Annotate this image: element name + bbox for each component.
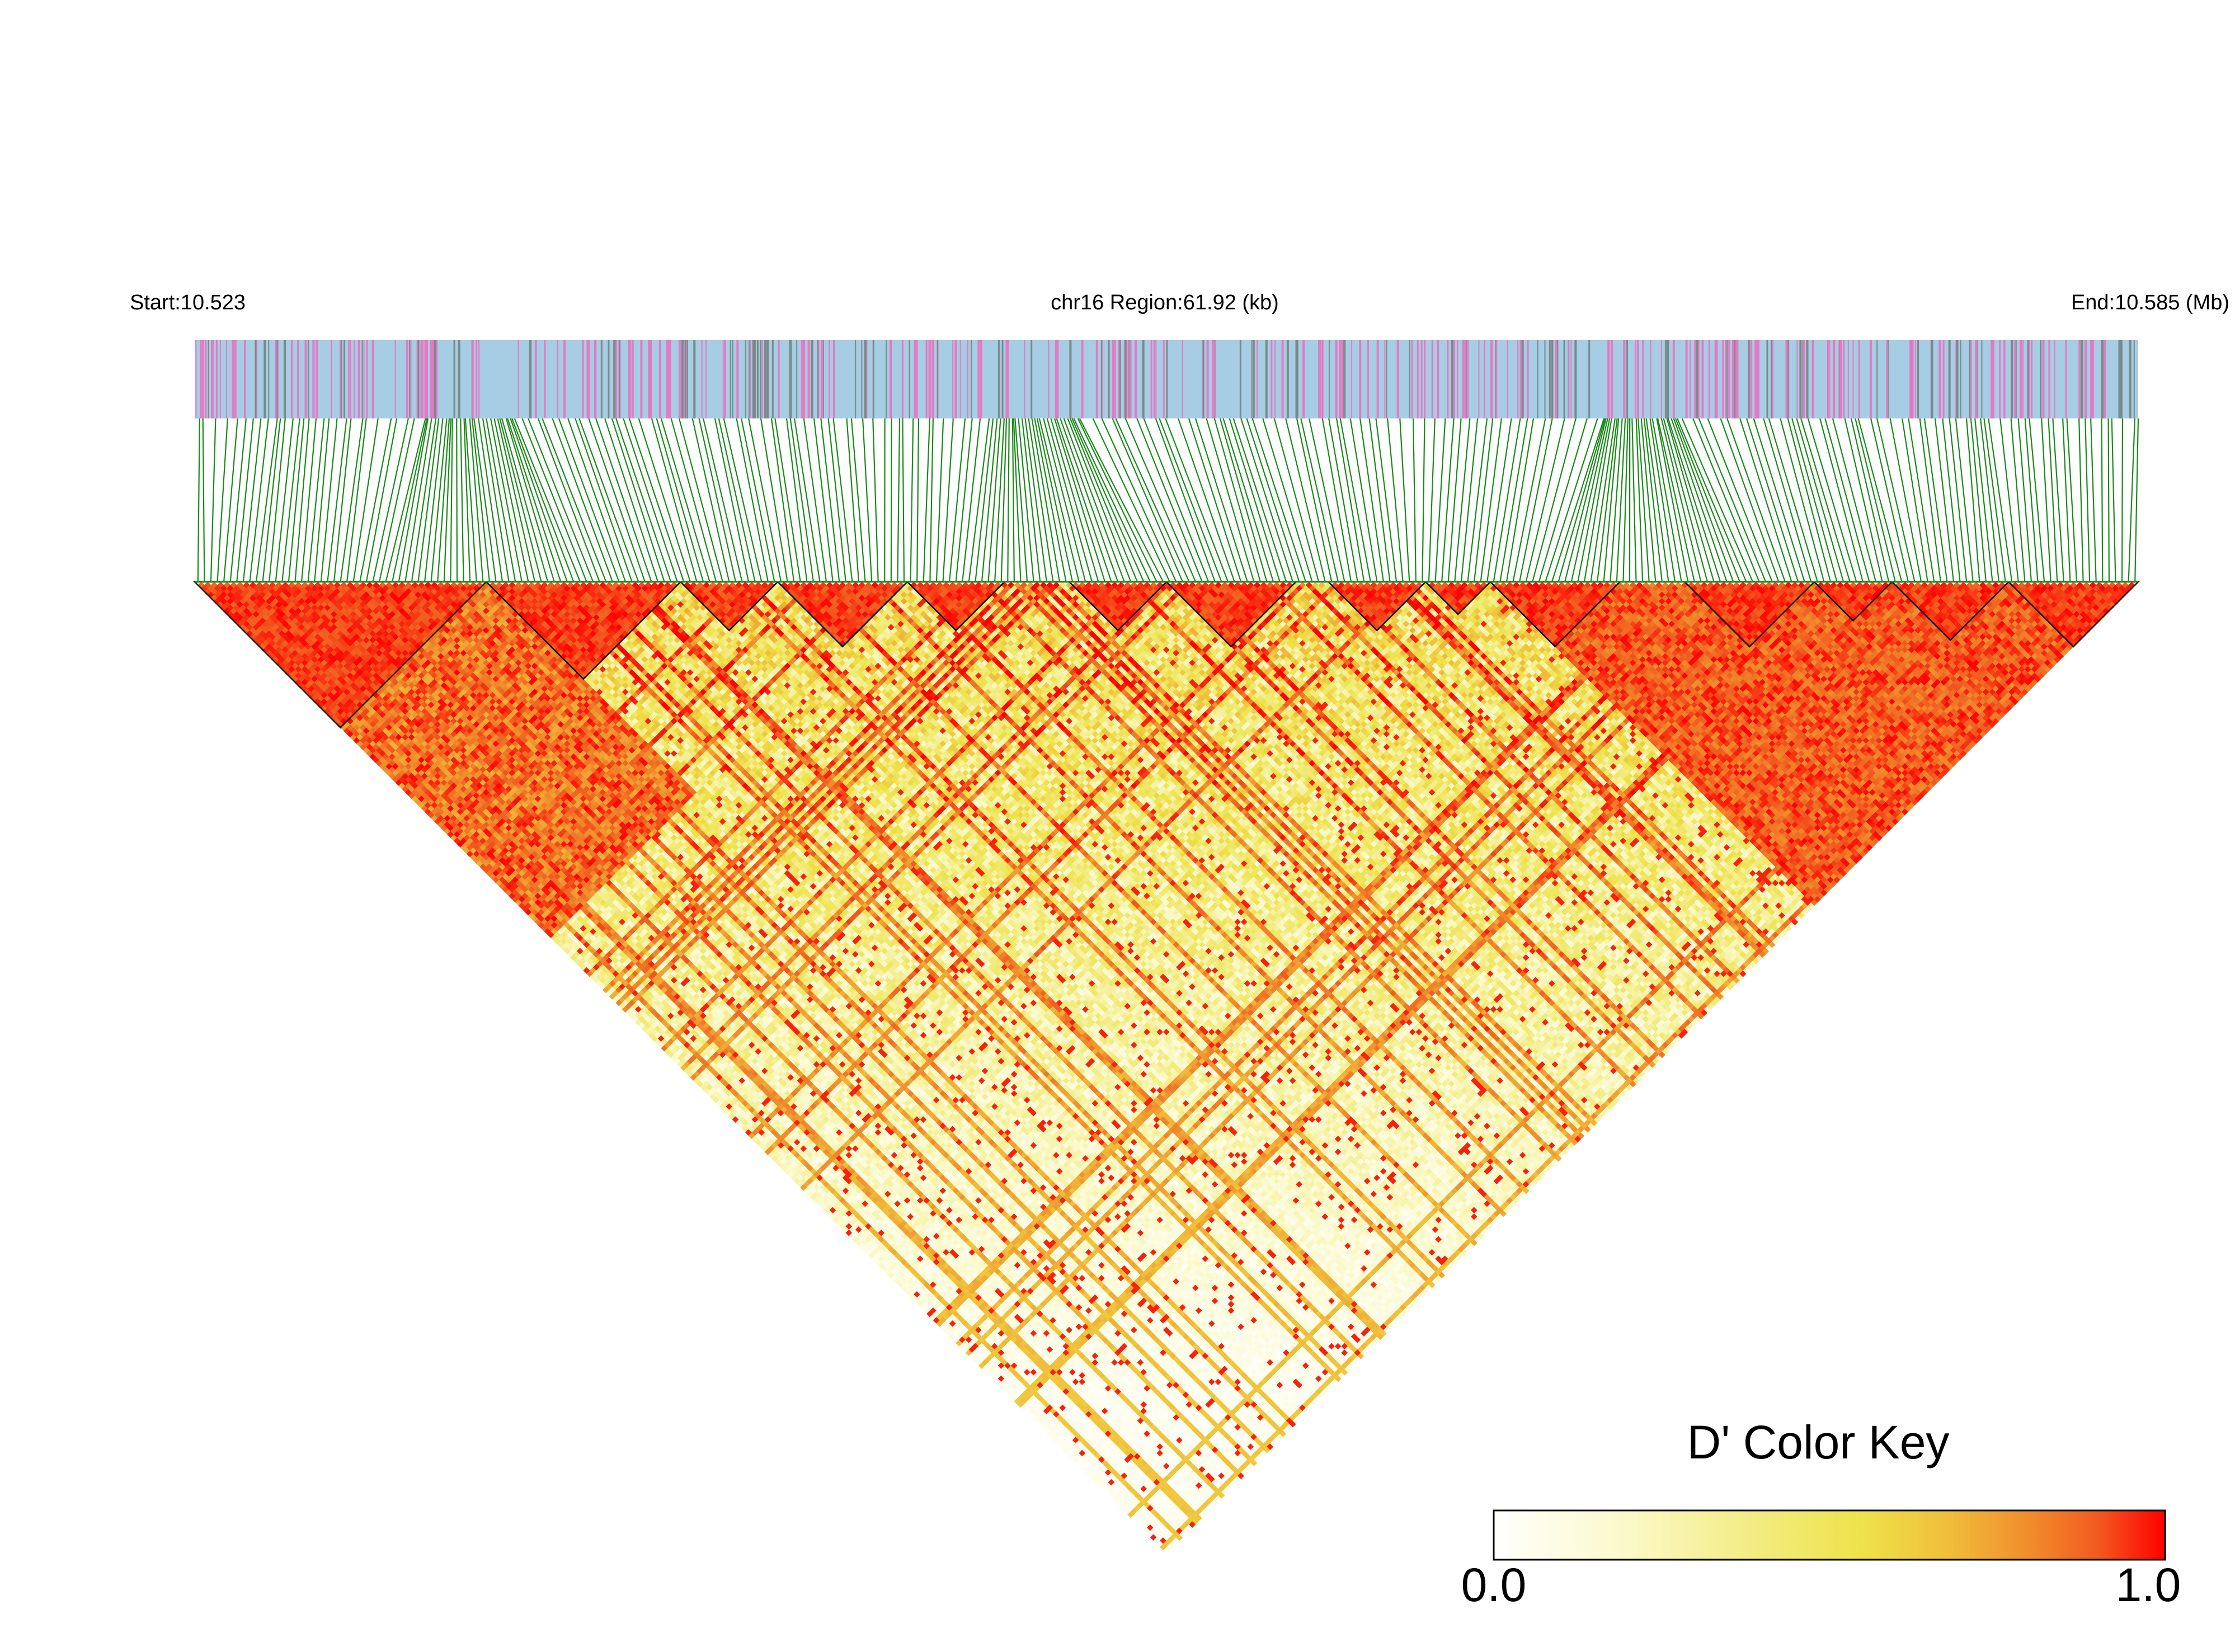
snp-line — [460, 418, 463, 582]
snp-line — [771, 418, 794, 582]
snp-line — [1500, 418, 1527, 582]
snp-line — [737, 418, 768, 582]
snp-line — [902, 418, 904, 582]
snp-line — [924, 418, 930, 582]
snp-line — [699, 418, 736, 582]
snp-line — [873, 418, 878, 582]
snp-line — [891, 418, 892, 582]
snp-line — [1448, 418, 1461, 582]
snp-line — [1387, 418, 1403, 582]
snp-line — [995, 418, 1004, 582]
snp-line — [1113, 418, 1183, 582]
snp-line — [1144, 418, 1208, 582]
snp-line — [1340, 418, 1371, 582]
snp-line — [474, 418, 496, 582]
snp-line — [1263, 418, 1312, 582]
snp-line — [1429, 418, 1435, 582]
snp-line — [846, 418, 858, 582]
snp-line — [1552, 418, 1604, 582]
snp-line — [237, 418, 253, 582]
gene-track — [195, 340, 2138, 418]
snp-line — [1093, 418, 1170, 582]
snp-line — [1578, 418, 1610, 582]
snp-line — [657, 418, 703, 582]
snp-line — [1078, 418, 1157, 582]
snp-line — [1413, 418, 1416, 582]
snp-line — [579, 418, 638, 582]
snp-line — [1376, 418, 1396, 582]
snp-line — [969, 418, 989, 582]
snp-line — [1013, 418, 1014, 582]
snp-line — [321, 418, 337, 582]
snp-line — [1519, 418, 1552, 582]
snp-line — [917, 418, 919, 582]
snp-line — [302, 418, 316, 582]
snp-line — [1400, 418, 1409, 582]
snp-line — [652, 418, 697, 582]
snp-line — [1532, 418, 1576, 582]
snp-line — [1422, 418, 1424, 582]
snp-line — [1337, 418, 1364, 582]
snp-line — [724, 418, 762, 582]
snp-line — [360, 418, 391, 582]
snp-line — [1455, 418, 1470, 582]
snp-line — [450, 418, 452, 582]
snp-line — [639, 418, 690, 582]
snp-line — [510, 418, 567, 582]
snp-line — [715, 418, 749, 582]
snp-line — [1274, 418, 1319, 582]
snp-line — [198, 418, 200, 582]
snp-line — [911, 418, 914, 582]
snp-line — [1539, 418, 1587, 582]
snp-line — [1001, 418, 1006, 582]
snp-line — [1494, 418, 1521, 582]
snp-line — [1159, 418, 1221, 582]
snp-line — [937, 418, 943, 582]
snp-line — [741, 418, 774, 582]
snp-line — [1008, 418, 1009, 582]
snp-line — [1072, 418, 1144, 582]
snp-line — [1137, 418, 1202, 582]
snp-line — [930, 418, 933, 582]
snp-line — [956, 418, 972, 582]
snp-line — [512, 418, 573, 582]
snp-line — [851, 418, 865, 582]
snp-line — [1526, 418, 1565, 582]
snp-line — [230, 418, 246, 582]
snp-line — [897, 418, 900, 582]
snp-position-lines — [198, 418, 2138, 582]
snp-line — [1051, 418, 1098, 582]
snp-line — [863, 418, 872, 582]
snp-line — [203, 418, 205, 582]
snp-line — [507, 418, 561, 582]
snp-line — [498, 418, 535, 582]
snp-line — [559, 418, 619, 582]
snp-line — [1461, 418, 1478, 582]
snp-line — [211, 418, 215, 582]
snp-line — [791, 418, 813, 582]
